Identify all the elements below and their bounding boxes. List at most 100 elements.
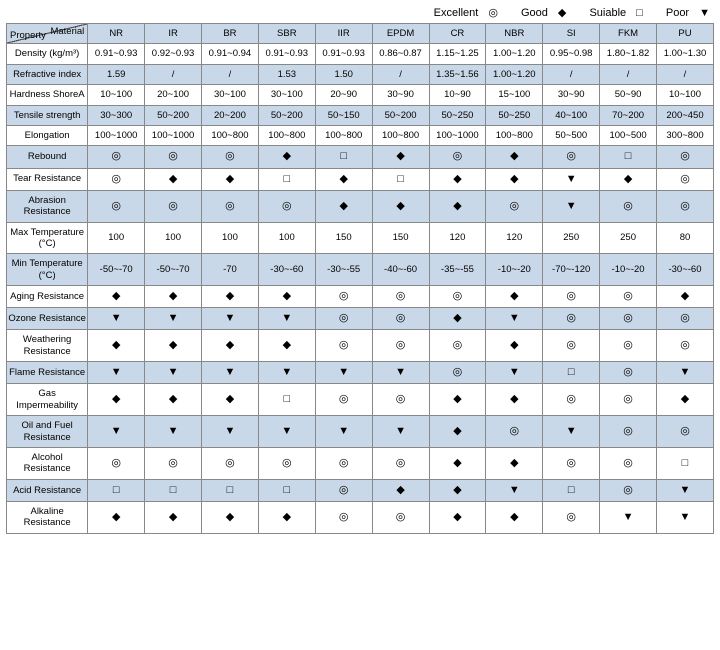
cell: □: [258, 479, 315, 501]
cell: ◎: [657, 330, 714, 362]
cell: ◎: [600, 286, 657, 308]
cell: 30~90: [372, 85, 429, 105]
cell: ◎: [543, 146, 600, 168]
corner-top-label: Material: [50, 26, 84, 37]
cell: ◆: [657, 286, 714, 308]
row-header: Ozone Resistance: [7, 308, 88, 330]
cell: /: [657, 64, 714, 84]
cell: ◎: [600, 330, 657, 362]
column-header: EPDM: [372, 24, 429, 44]
cell: 30~100: [202, 85, 259, 105]
cell: 100: [145, 222, 202, 254]
cell: ▼: [600, 501, 657, 533]
row-header: Abrasion Resistance: [7, 190, 88, 222]
table-row: Ozone Resistance▼▼▼▼◎◎◆▼◎◎◎: [7, 308, 714, 330]
cell: 100: [258, 222, 315, 254]
cell: /: [145, 64, 202, 84]
table-row: Aging Resistance◆◆◆◆◎◎◎◆◎◎◆: [7, 286, 714, 308]
cell: 1.00~1.30: [657, 44, 714, 64]
cell: ◎: [88, 146, 145, 168]
cell: ▼: [258, 362, 315, 384]
table-row: Flame Resistance▼▼▼▼▼▼◎▼□◎▼: [7, 362, 714, 384]
legend-poor: Poor▼: [656, 7, 710, 19]
cell: ◆: [258, 286, 315, 308]
cell: ◎: [315, 384, 372, 416]
cell: 50~150: [315, 105, 372, 125]
cell: ▼: [372, 362, 429, 384]
cell: -50~-70: [88, 254, 145, 286]
column-header: BR: [202, 24, 259, 44]
cell: ◆: [315, 168, 372, 190]
cell: 100: [202, 222, 259, 254]
cell: ▼: [372, 416, 429, 448]
cell: □: [258, 384, 315, 416]
cell: ◎: [543, 501, 600, 533]
cell: ◆: [88, 330, 145, 362]
cell: ◆: [145, 501, 202, 533]
cell: ◎: [372, 286, 429, 308]
cell: □: [315, 146, 372, 168]
cell: ◎: [88, 168, 145, 190]
cell: ◎: [543, 308, 600, 330]
cell: ◆: [372, 479, 429, 501]
row-header: Oil and Fuel Resistance: [7, 416, 88, 448]
table-row: Max Temperature (°C)10010010010015015012…: [7, 222, 714, 254]
cell: □: [145, 479, 202, 501]
cell: ▼: [543, 416, 600, 448]
row-header: Flame Resistance: [7, 362, 88, 384]
cell: ◎: [315, 501, 372, 533]
cell: /: [202, 64, 259, 84]
cell: /: [600, 64, 657, 84]
cell: ◎: [88, 190, 145, 222]
cell: -10~-20: [600, 254, 657, 286]
legend-symbol: ▼: [699, 7, 710, 19]
cell: ▼: [202, 416, 259, 448]
cell: 100~1000: [88, 125, 145, 145]
column-header: IIR: [315, 24, 372, 44]
cell: ◎: [543, 330, 600, 362]
row-header: Gas Impermeability: [7, 384, 88, 416]
cell: 50~200: [145, 105, 202, 125]
cell: /: [543, 64, 600, 84]
cell: ◎: [145, 146, 202, 168]
cell: ▼: [88, 362, 145, 384]
legend-excellent: Excellent◎: [424, 7, 501, 19]
cell: 1.00~1.20: [486, 64, 543, 84]
table-head: Material Property NRIRBRSBRIIREPDMCRNBRS…: [7, 24, 714, 44]
cell: 100~800: [202, 125, 259, 145]
cell: ▼: [486, 362, 543, 384]
cell: ◎: [372, 501, 429, 533]
cell: -40~-60: [372, 254, 429, 286]
cell: ▼: [145, 308, 202, 330]
cell: 50~500: [543, 125, 600, 145]
cell: ◎: [202, 447, 259, 479]
cell: ◆: [429, 447, 486, 479]
row-header: Weathering Resistance: [7, 330, 88, 362]
cell: ◆: [145, 330, 202, 362]
cell: -30~-60: [258, 254, 315, 286]
cell: 50~250: [486, 105, 543, 125]
cell: ◎: [657, 416, 714, 448]
table-row: Alcohol Resistance◎◎◎◎◎◎◆◆◎◎□: [7, 447, 714, 479]
cell: ▼: [486, 479, 543, 501]
cell: ◎: [258, 447, 315, 479]
cell: 50~200: [258, 105, 315, 125]
cell: ◎: [372, 447, 429, 479]
cell: 50~250: [429, 105, 486, 125]
cell: ◎: [486, 416, 543, 448]
cell: ◆: [429, 168, 486, 190]
cell: 70~200: [600, 105, 657, 125]
cell: ◆: [372, 146, 429, 168]
cell: 0.86~0.87: [372, 44, 429, 64]
cell: ◎: [657, 190, 714, 222]
column-header: CR: [429, 24, 486, 44]
cell: ▼: [543, 190, 600, 222]
cell: -30~-55: [315, 254, 372, 286]
cell: 40~100: [543, 105, 600, 125]
cell: 100~1000: [145, 125, 202, 145]
cell: ◆: [258, 146, 315, 168]
cell: 0.91~0.94: [202, 44, 259, 64]
cell: ▼: [88, 416, 145, 448]
header-row: Material Property NRIRBRSBRIIREPDMCRNBRS…: [7, 24, 714, 44]
cell: ◆: [202, 384, 259, 416]
